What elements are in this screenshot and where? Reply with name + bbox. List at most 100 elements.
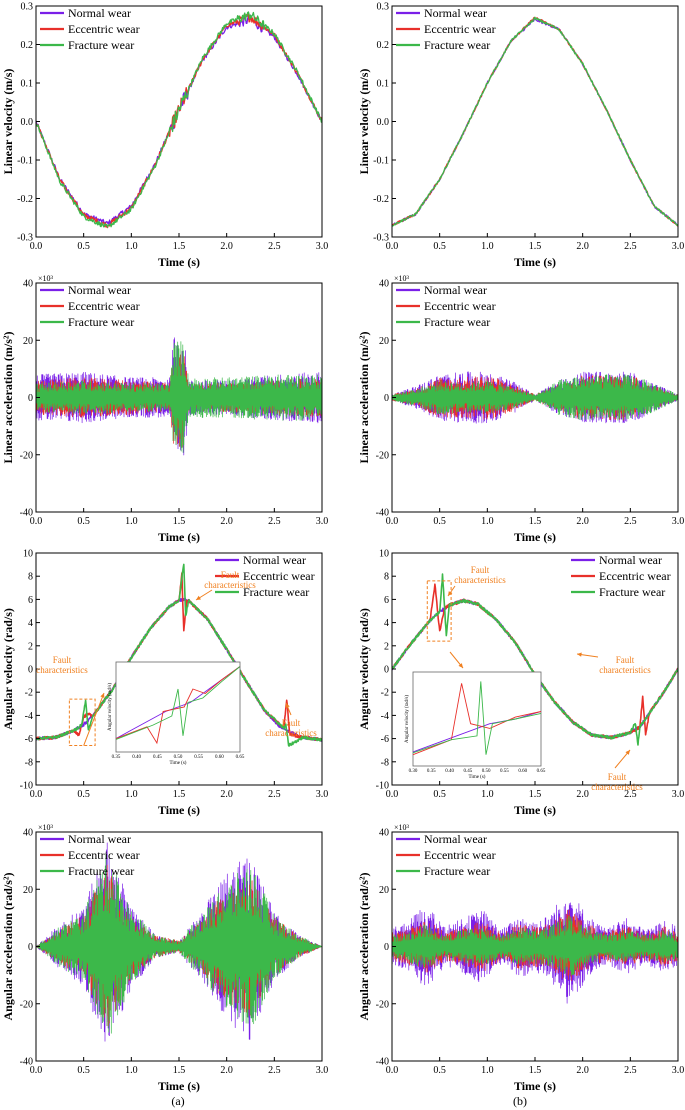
x-tick-label: 2.5 bbox=[268, 241, 281, 252]
y-tick-label: -8 bbox=[381, 757, 389, 768]
y-tick-label: 4 bbox=[28, 618, 33, 629]
y-tick-label: -10 bbox=[20, 781, 33, 792]
fault-characteristics-label: Fault characteristics bbox=[591, 772, 643, 792]
y-tick-label: 20 bbox=[23, 336, 33, 347]
x-tick-label: 1.0 bbox=[481, 1065, 494, 1076]
x-tick-label: 2.5 bbox=[624, 1065, 637, 1076]
y-tick-label: 10 bbox=[379, 549, 389, 560]
scale-label: ×10³ bbox=[38, 823, 54, 832]
legend-label: Fracture wear bbox=[424, 315, 490, 329]
y-tick-label: -20 bbox=[20, 450, 33, 461]
inset-x-tick-label: 0.30 bbox=[409, 769, 418, 774]
x-tick-label: 2.0 bbox=[576, 789, 589, 800]
legend-label: Normal wear bbox=[599, 553, 662, 567]
x-tick-label: 3.0 bbox=[672, 241, 685, 252]
x-tick-label: 0.0 bbox=[30, 1065, 43, 1076]
inset-fracture-wear-line bbox=[115, 666, 241, 740]
x-tick-label: 1.0 bbox=[481, 789, 494, 800]
x-tick-label: 1.5 bbox=[173, 789, 186, 800]
plot-area bbox=[36, 11, 322, 229]
scale-label: ×10³ bbox=[38, 274, 54, 283]
x-tick-label: 3.0 bbox=[316, 241, 329, 252]
inset-x-tick-label: 0.50 bbox=[174, 755, 183, 760]
legend-label: Normal wear bbox=[68, 6, 131, 20]
y-tick-label: 0.1 bbox=[21, 79, 34, 90]
y-tick-label: 0 bbox=[384, 393, 389, 404]
x-tick-label: 0.5 bbox=[77, 516, 90, 527]
x-tick-label: 1.5 bbox=[529, 516, 542, 527]
scale-label: ×10³ bbox=[394, 274, 410, 283]
y-tick-label: -40 bbox=[376, 1057, 389, 1068]
legend-label: Normal wear bbox=[424, 832, 487, 846]
annotation-line: characteristics bbox=[599, 665, 651, 675]
y-tick-label: -40 bbox=[376, 508, 389, 519]
y-tick-label: 2 bbox=[28, 641, 33, 652]
plot-area bbox=[392, 371, 678, 424]
inset-x-tick-label: 0.50 bbox=[482, 769, 491, 774]
x-tick-label: 2.5 bbox=[624, 789, 637, 800]
chart-a2: 0.0 0.5 1.0 1.5 2.0 2.5 3.0 -40 -20 0 20 40 Time (s)… bbox=[1, 274, 328, 544]
series-fracture-wear-line bbox=[36, 853, 322, 1034]
y-tick-label: -0.2 bbox=[373, 194, 389, 205]
y-axis-label: Linear acceleration (m/s²) bbox=[1, 331, 15, 463]
y-tick-label: 0 bbox=[28, 665, 33, 676]
annotation-arrow-line bbox=[83, 692, 105, 746]
annotation-arrow-head bbox=[448, 591, 453, 596]
x-tick-label: 2.5 bbox=[268, 516, 281, 527]
chart-b2: 0.0 0.5 1.0 1.5 2.0 2.5 3.0 -40 -20 0 20 40 Time (s)… bbox=[357, 274, 684, 544]
x-tick-label: 1.5 bbox=[529, 789, 542, 800]
legend-label: Normal wear bbox=[424, 283, 487, 297]
y-axis-label: Angular velocity (rad/s) bbox=[357, 608, 371, 730]
inset-eccentric-wear-line bbox=[115, 666, 241, 745]
plot-area bbox=[392, 902, 678, 1004]
legend-label: Normal wear bbox=[68, 832, 131, 846]
fault-highlight-box bbox=[426, 580, 452, 642]
fault-highlight-box bbox=[68, 698, 96, 747]
y-tick-label: 20 bbox=[379, 336, 389, 347]
series-fracture-wear-line bbox=[392, 916, 678, 976]
x-tick-label: 0.0 bbox=[386, 1065, 399, 1076]
x-tick-label: 3.0 bbox=[316, 516, 329, 527]
x-tick-label: 1.0 bbox=[481, 516, 494, 527]
chart-b3: 0.0 0.5 1.0 1.5 2.0 2.5 3.0 -10 -8 -6 -4 -2 0 2 4 6 8 10 T… bbox=[357, 549, 684, 818]
x-axis-label: Time (s) bbox=[158, 1079, 200, 1093]
chart-b4: 0.0 0.5 1.0 1.5 2.0 2.5 3.0 -40 -20 0 20 40 Time (s)… bbox=[357, 823, 684, 1093]
y-tick-label: -0.3 bbox=[17, 233, 33, 244]
x-tick-label: 3.0 bbox=[316, 1065, 329, 1076]
x-tick-label: 1.0 bbox=[125, 241, 138, 252]
plot-area bbox=[36, 842, 322, 1042]
inset-x-tick-label: 0.40 bbox=[132, 755, 141, 760]
inset-y-axis-label: Angular velocity (rad/s) bbox=[108, 683, 113, 731]
scale-label: ×10³ bbox=[394, 823, 410, 832]
y-tick-label: 10 bbox=[23, 549, 33, 560]
y-axis-label: Linear acceleration (m/s²) bbox=[357, 331, 371, 463]
inset-x-tick-label: 0.60 bbox=[215, 755, 224, 760]
plot-area bbox=[36, 563, 322, 747]
x-tick-label: 0.5 bbox=[77, 241, 90, 252]
x-tick-label: 2.0 bbox=[576, 516, 589, 527]
annotation-arrow-head bbox=[625, 750, 630, 755]
legend-label: Eccentric wear bbox=[68, 848, 140, 862]
x-tick-label: 2.0 bbox=[576, 241, 589, 252]
y-tick-label: -40 bbox=[20, 1057, 33, 1068]
x-tick-label: 1.5 bbox=[173, 241, 186, 252]
annotation-line: Fault bbox=[471, 565, 490, 575]
y-tick-label: -6 bbox=[25, 734, 33, 745]
annotation-arrow-head bbox=[196, 595, 201, 600]
x-tick-label: 0.0 bbox=[386, 241, 399, 252]
legend-label: Eccentric wear bbox=[68, 22, 140, 36]
inset-x-tick-label: 0.45 bbox=[153, 755, 162, 760]
y-tick-label: -0.1 bbox=[373, 156, 389, 167]
annotation-line: Fault bbox=[221, 570, 240, 580]
x-tick-label: 3.0 bbox=[672, 1065, 685, 1076]
chart-a1: 0.0 0.5 1.0 1.5 2.0 2.5 3.0 -0.3 -0.2 -0.1 0.0 0.1 0… bbox=[1, 2, 328, 270]
fault-characteristics-label: Fault characteristics bbox=[204, 570, 256, 590]
inset-x-tick-label: 0.60 bbox=[518, 769, 527, 774]
x-tick-label: 1.5 bbox=[529, 1065, 542, 1076]
y-tick-label: 4 bbox=[384, 618, 389, 629]
inset-x-tick-label: 0.65 bbox=[236, 755, 245, 760]
legend-label: Eccentric wear bbox=[243, 569, 315, 583]
y-tick-label: -4 bbox=[381, 711, 389, 722]
x-tick-label: 1.0 bbox=[125, 789, 138, 800]
legend-label: Fracture wear bbox=[68, 315, 134, 329]
